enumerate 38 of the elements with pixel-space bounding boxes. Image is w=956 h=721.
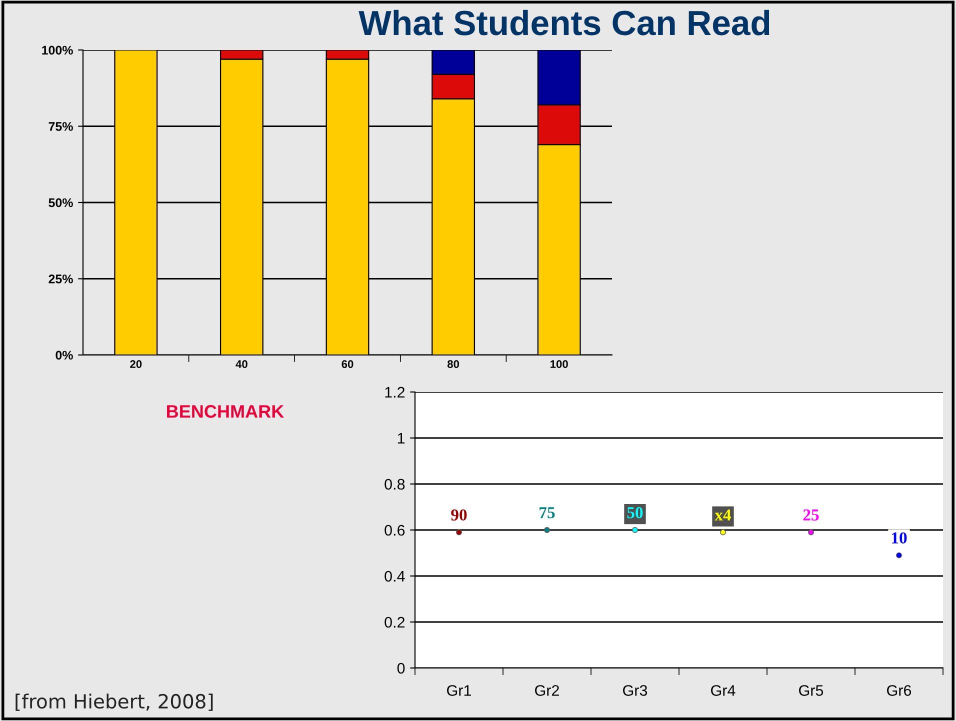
x-tick-label: Gr4 xyxy=(711,685,736,696)
x-tick-label: 60 xyxy=(342,360,354,368)
y-tick-label: 50% xyxy=(48,198,73,208)
x-tick-label: Gr3 xyxy=(623,685,648,696)
y-tick-label: 100% xyxy=(42,46,73,55)
x-tick-label: Gr2 xyxy=(535,685,559,696)
series-label: 25 xyxy=(803,509,819,521)
x-tick-label: 40 xyxy=(236,360,248,368)
point xyxy=(544,527,550,533)
series-label: x4 xyxy=(714,509,732,520)
point xyxy=(720,529,726,536)
y-tick-label: 0 xyxy=(397,662,405,674)
point xyxy=(808,529,814,536)
y-tick-label: 75% xyxy=(48,122,73,131)
x-tick-label: Gr5 xyxy=(799,685,824,696)
point xyxy=(632,527,638,533)
y-tick-label: 0.6 xyxy=(384,524,405,536)
series-label: 10 xyxy=(892,532,907,544)
x-tick-label: Gr1 xyxy=(447,685,471,696)
series-label: 75 xyxy=(540,507,555,518)
y-tick-label: 25% xyxy=(48,274,73,284)
series-label: 50 xyxy=(627,507,643,518)
y-tick-label: 0.8 xyxy=(384,478,405,490)
point xyxy=(896,552,902,558)
x-tick-label: 100 xyxy=(550,360,568,368)
y-tick-label: 0.4 xyxy=(384,570,405,582)
x-tick-label: 20 xyxy=(130,360,142,368)
chart-title: What Students Can Read xyxy=(358,10,770,36)
y-tick-label: 0.2 xyxy=(384,616,405,628)
text: BENCHMARK xyxy=(167,405,284,418)
x-tick-label: 80 xyxy=(447,360,460,368)
y-tick-label: 1 xyxy=(398,433,405,444)
text: [from Hiebert, 2008] xyxy=(16,694,213,711)
y-tick-label: 1.2 xyxy=(385,386,405,398)
y-tick-label: 0% xyxy=(56,350,73,360)
series-label: 90 xyxy=(451,509,467,521)
point xyxy=(456,529,462,536)
x-tick-label: Gr6 xyxy=(887,685,912,696)
